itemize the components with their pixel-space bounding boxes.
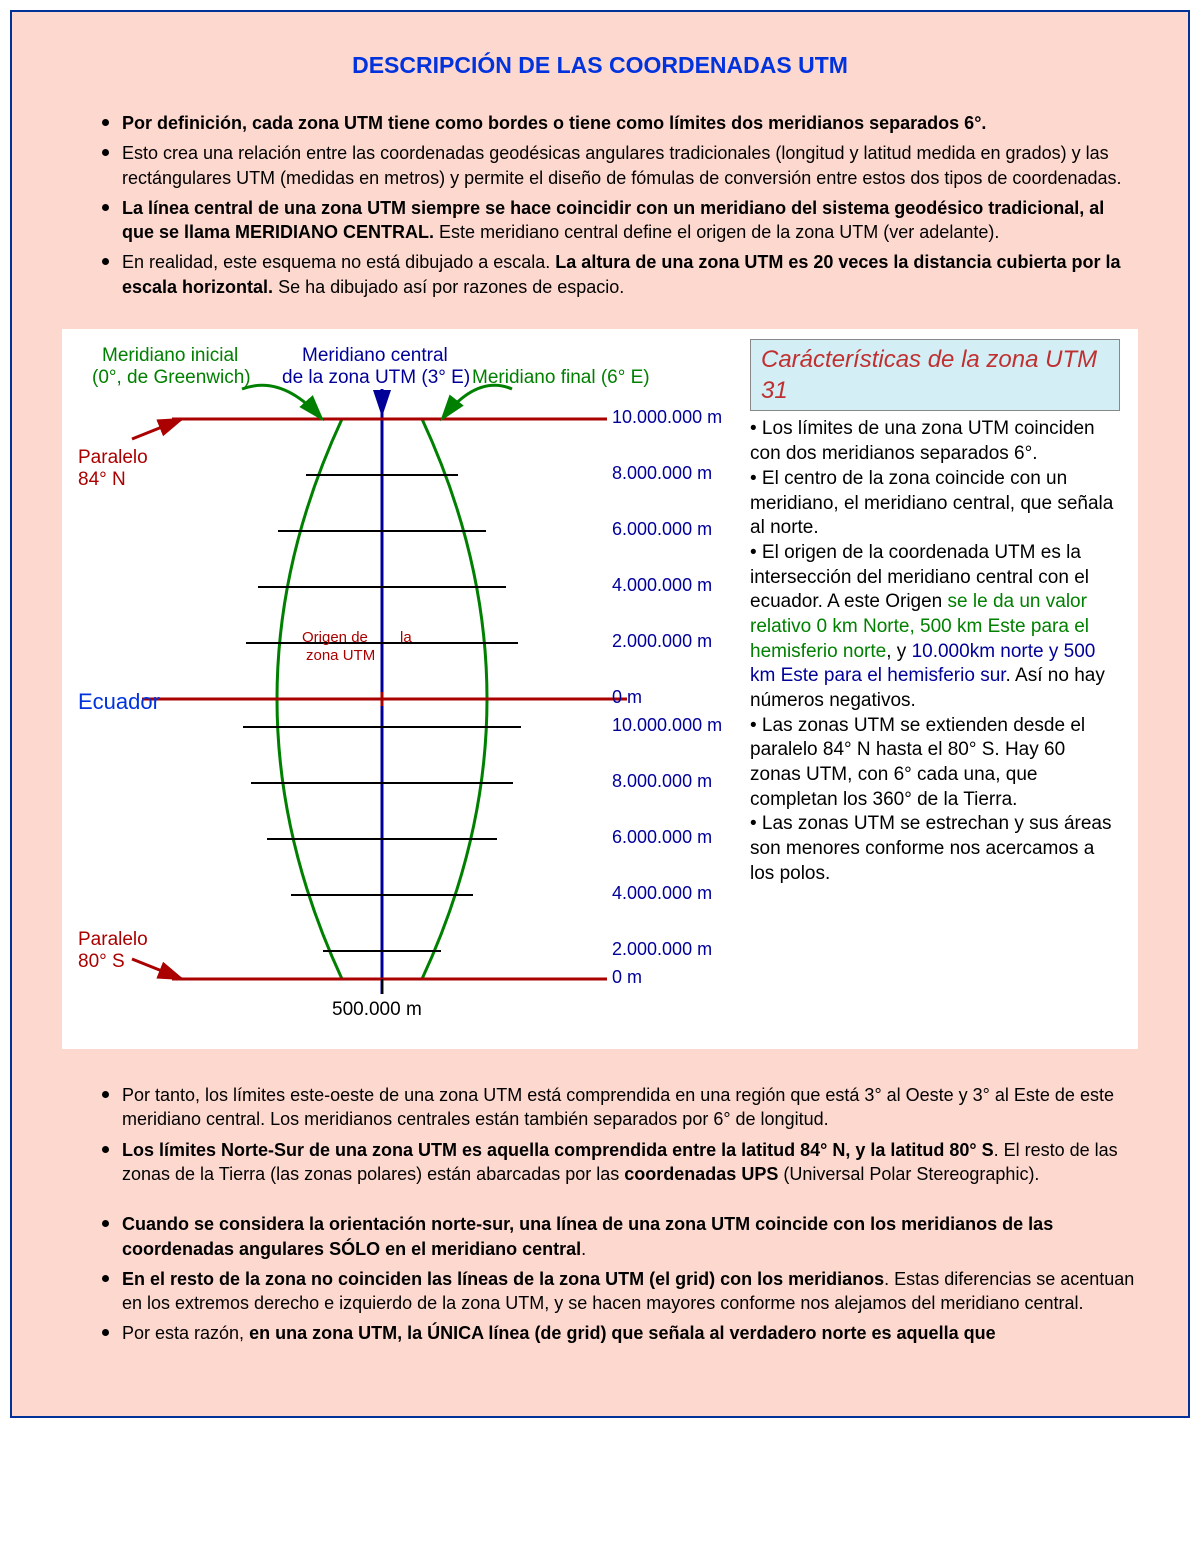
page-title: DESCRIPCIÓN DE LAS COORDENADAS UTM — [62, 52, 1138, 79]
diagram-label: Meridiano inicial — [102, 345, 238, 367]
list-item: La línea central de una zona UTM siempre… — [122, 192, 1138, 245]
list-item: Cuando se considera la orientación norte… — [122, 1208, 1138, 1261]
diagram-label: zona UTM — [306, 647, 375, 664]
diagram-label: 0 m — [612, 967, 642, 988]
diagram-label: 6.000.000 m — [612, 827, 712, 848]
diagram-label: de la zona UTM (3° E) — [282, 367, 470, 389]
diagram-label: 2.000.000 m — [612, 631, 712, 652]
diagram-label: 84° N — [78, 469, 126, 491]
diagram-label: Paralelo — [78, 929, 148, 951]
diagram-label: Ecuador — [78, 689, 160, 715]
diagram-label: 4.000.000 m — [612, 883, 712, 904]
bottom-bullet-list: Por tanto, los límites este-oeste de una… — [62, 1079, 1138, 1346]
list-item: Esto crea una relación entre las coorden… — [122, 137, 1138, 190]
diagram-label: 8.000.000 m — [612, 771, 712, 792]
top-bullet-list: Por definición, cada zona UTM tiene como… — [62, 107, 1138, 299]
list-item: En el resto de la zona no coinciden las … — [122, 1263, 1138, 1316]
diagram-label: Paralelo — [78, 447, 148, 469]
diagram-label: 10.000.000 m — [612, 715, 722, 736]
list-item: En realidad, este esquema no está dibuja… — [122, 246, 1138, 299]
diagram-label: 80° S — [78, 951, 125, 973]
list-item: Por tanto, los límites este-oeste de una… — [122, 1079, 1138, 1132]
side-panel-title: Carácterísticas de la zona UTM 31 — [750, 339, 1120, 411]
diagram-label: 6.000.000 m — [612, 519, 712, 540]
list-item: Los límites Norte-Sur de una zona UTM es… — [122, 1134, 1138, 1187]
diagram-label: 2.000.000 m — [612, 939, 712, 960]
diagram-label: Meridiano final (6° E) — [472, 367, 650, 389]
document-page: DESCRIPCIÓN DE LAS COORDENADAS UTM Por d… — [10, 10, 1190, 1418]
diagram-label: la — [400, 629, 412, 646]
diagram-label: 8.000.000 m — [612, 463, 712, 484]
side-panel-text: • Los límites de una zona UTM coinciden … — [750, 417, 1120, 886]
utm-zone-diagram: 10.000.000 m 8.000.000 m 6.000.000 m 4.000.… — [72, 339, 742, 1039]
diagram-label: 4.000.000 m — [612, 575, 712, 596]
diagram-label: Origen de — [302, 629, 368, 646]
diagram-label: 10.000.000 m — [612, 407, 722, 428]
diagram-label: (0°, de Greenwich) — [92, 367, 251, 389]
figure-container: 10.000.000 m 8.000.000 m 6.000.000 m 4.000.… — [62, 329, 1138, 1049]
diagram-label: 500.000 m — [332, 999, 422, 1021]
characteristics-panel: Carácterísticas de la zona UTM 31 • Los … — [742, 339, 1128, 1039]
list-item: Por definición, cada zona UTM tiene como… — [122, 107, 1138, 135]
list-item: Por esta razón, en una zona UTM, la ÚNIC… — [122, 1317, 1138, 1345]
diagram-label: 0 m — [612, 687, 642, 708]
diagram-label: Meridiano central — [302, 345, 448, 367]
